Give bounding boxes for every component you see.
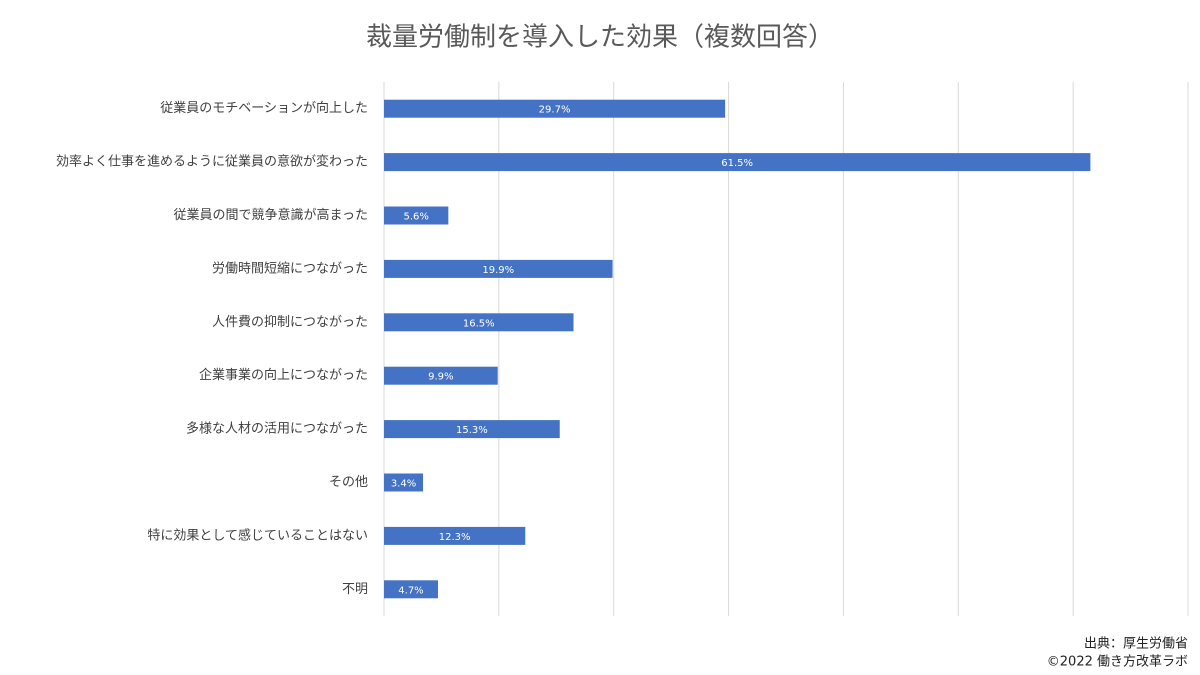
source: 出典：厚生労働省 (1084, 637, 1188, 652)
value-label: 12.3% (439, 532, 471, 543)
y-tick-label: 人件費の抑制につながった (212, 315, 368, 330)
y-tick-label: その他 (329, 475, 368, 490)
bar (384, 206, 449, 225)
value-label: 29.7% (539, 105, 571, 116)
y-tick-label: 企業事業の向上につながった (199, 367, 368, 383)
y-tick-label: 特に効果として感じていることはない (147, 527, 368, 543)
value-label: 16.5% (463, 318, 495, 329)
y-tick-label: 効率よく仕事を進めるように従業員の意欲が変わった (56, 154, 368, 170)
value-label: 4.7% (398, 585, 423, 596)
value-label: 15.3% (456, 425, 488, 436)
y-tick-label: 労働時間短縮につながった (212, 260, 368, 276)
y-tick-label: 多様な人材の活用につながった (186, 421, 368, 437)
y-tick-label: 従業員の間で競争意識が高まった (174, 207, 368, 223)
bar (384, 473, 424, 492)
bar (384, 313, 574, 332)
chart-title: 裁量労働制を導入した効果（複数回答） (366, 23, 834, 53)
value-label: 5.6% (403, 212, 428, 223)
bar (384, 366, 498, 385)
value-label: 19.9% (482, 265, 514, 276)
bar (384, 420, 560, 439)
value-label: 61.5% (721, 158, 753, 169)
value-label: 3.4% (391, 479, 416, 490)
bar (384, 153, 1091, 172)
credit: ©2022 働き方改革ラボ (1047, 654, 1188, 670)
bar (384, 99, 726, 118)
bar (384, 580, 438, 599)
bar (384, 526, 526, 545)
bar (384, 259, 613, 278)
y-tick-label: 従業員のモチベーションが向上した (160, 100, 368, 116)
y-tick-label: 不明 (342, 582, 368, 597)
value-label: 9.9% (428, 372, 453, 383)
